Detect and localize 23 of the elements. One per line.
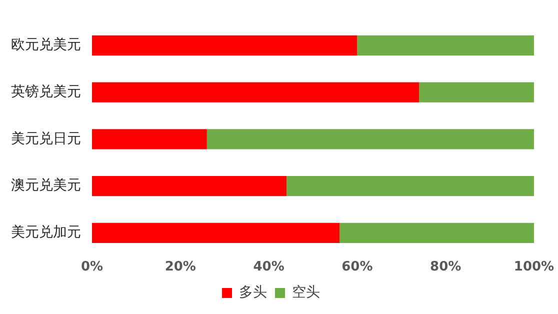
bar xyxy=(419,82,534,102)
bar xyxy=(340,222,534,244)
bar xyxy=(286,176,534,196)
legend-label: 空头 xyxy=(292,284,320,301)
x-tick-label: 20% xyxy=(164,260,196,275)
x-tick-label: 0% xyxy=(80,260,104,275)
x-tick-label: 60% xyxy=(342,260,373,275)
bar xyxy=(92,129,207,150)
x-tick-label: 40% xyxy=(253,260,284,275)
legend-label: 多头 xyxy=(239,284,267,301)
y-tick-label: 美元兑加元 xyxy=(11,224,81,241)
y-tick-label: 欧元兑美元 xyxy=(11,37,81,54)
x-tick-label: 80% xyxy=(430,260,462,275)
y-tick-label: 美元兑日元 xyxy=(11,130,81,147)
x-tick-label: 100% xyxy=(514,260,554,275)
bar xyxy=(92,176,286,196)
y-tick-label: 英镑兑美元 xyxy=(11,84,81,100)
y-tick-label: 澳元兑美元 xyxy=(11,178,81,194)
bar xyxy=(92,35,358,56)
bar xyxy=(92,222,340,244)
bar xyxy=(357,35,534,56)
bar xyxy=(92,82,420,102)
bar xyxy=(206,129,534,150)
